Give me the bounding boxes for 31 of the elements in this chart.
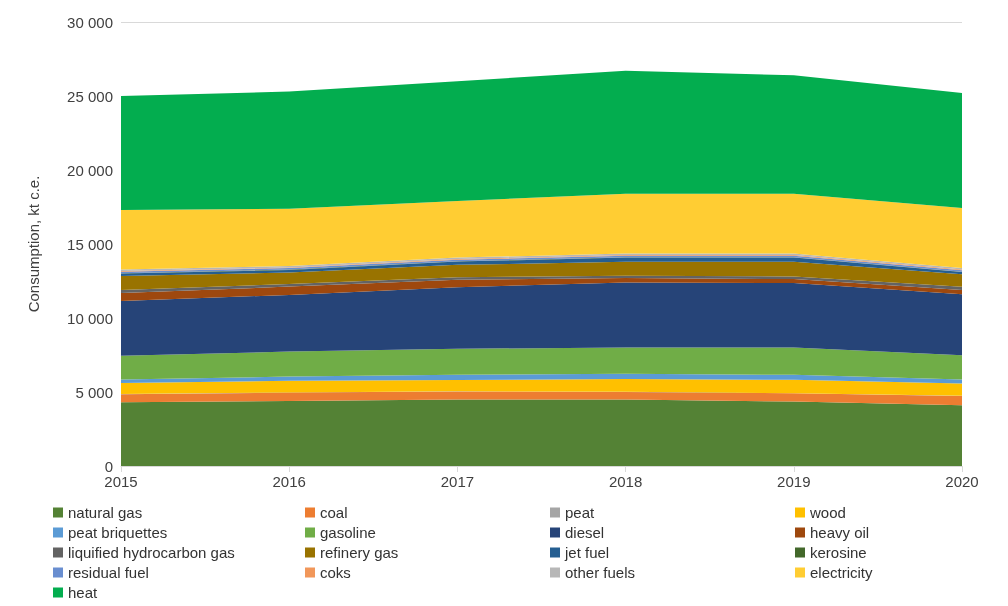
y-axis-title: Consumption, kt c.e.: [25, 175, 42, 313]
x-tick-label: 2017: [440, 473, 475, 490]
legend-label: natural gas: [68, 504, 143, 521]
x-tick-label: 2019: [777, 473, 811, 490]
x-tick-label: 2020: [945, 473, 979, 490]
legend-label: residual fuel: [68, 564, 149, 581]
y-tick-label: 15 000: [67, 235, 113, 253]
y-tick-label: 10 000: [67, 309, 113, 327]
legend-label: diesel: [565, 524, 605, 541]
y-tick-label: 0: [104, 457, 113, 475]
legend-label: coal: [320, 504, 348, 521]
legend-label: refinery gas: [320, 544, 399, 561]
legend-label: kerosine: [810, 544, 867, 561]
y-tick-label: 20 000: [67, 161, 113, 179]
y-tick-label: 30 000: [67, 13, 113, 31]
x-tick-label: 2018: [608, 473, 643, 490]
legend-label: peat briquettes: [68, 524, 168, 541]
legend-label: jet fuel: [564, 544, 610, 561]
legend-label: liquified hydrocarbon gas: [68, 544, 235, 561]
y-tick-label: 25 000: [67, 87, 113, 105]
legend-label: other fuels: [565, 564, 636, 581]
legend-label: heat: [68, 584, 99, 601]
x-tick-label: 2016: [272, 473, 306, 490]
x-tick-label: 2015: [104, 473, 138, 490]
legend-label: electricity: [810, 564, 874, 581]
legend-label: coks: [320, 564, 351, 581]
legend-label: peat: [565, 504, 596, 521]
legend-label: wood: [809, 504, 846, 521]
legend-label: gasoline: [320, 524, 376, 541]
legend-label: heavy oil: [810, 524, 870, 541]
y-tick-label: 5 000: [75, 383, 113, 401]
